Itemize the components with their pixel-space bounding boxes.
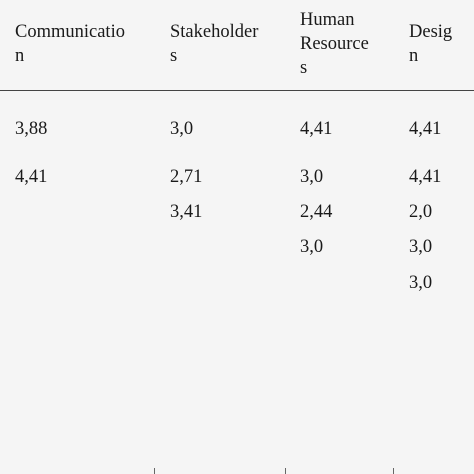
header-design: Desig n [409, 22, 453, 66]
table-cell: 4,41 [409, 119, 442, 139]
header-communication: Communicatio n [15, 22, 125, 66]
table-cell: 3,41 [170, 202, 203, 222]
column-separator [285, 468, 286, 474]
table-cell: 3,0 [300, 167, 324, 187]
table-cell: 3,88 [15, 119, 48, 139]
header-rule [0, 90, 474, 91]
table-cell: 3,0 [300, 237, 324, 257]
table-cell: 3,0 [409, 273, 433, 293]
table-cell: 4,41 [300, 119, 333, 139]
column-separator [154, 468, 155, 474]
header-human-resources: Human Resource s [300, 10, 369, 78]
header-stakeholders: Stakeholder s [170, 22, 259, 66]
table-cell: 2,71 [170, 167, 203, 187]
table-cell: 3,0 [170, 119, 194, 139]
table-cell: 4,41 [15, 167, 48, 187]
table-cell: 2,0 [409, 202, 433, 222]
table-cell: 2,44 [300, 202, 333, 222]
table-cell: 3,0 [409, 237, 433, 257]
table-cell: 4,41 [409, 167, 442, 187]
column-separator [393, 468, 394, 474]
